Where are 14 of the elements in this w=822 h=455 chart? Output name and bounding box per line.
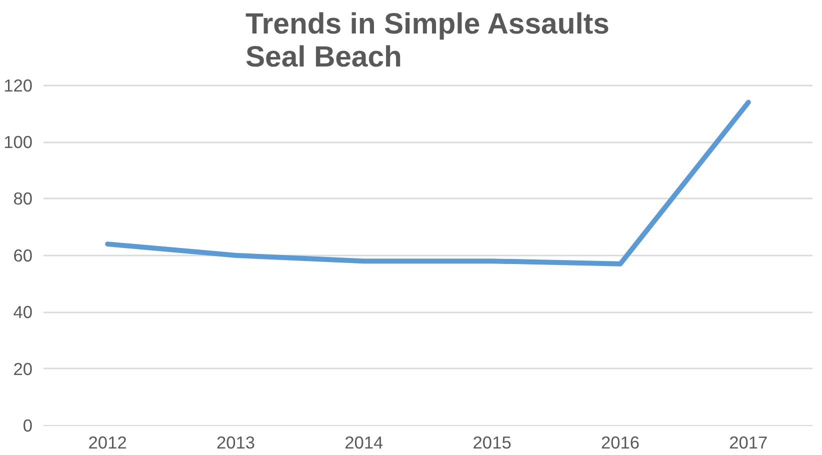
x-tick-label: 2012: [88, 432, 127, 452]
chart-title: Trends in Simple Assaults Seal Beach: [245, 8, 610, 74]
y-tick-label: 20: [13, 358, 33, 379]
y-tick-label: 80: [13, 188, 33, 209]
y-tick-label: 0: [22, 416, 33, 436]
y-tick-label: 100: [4, 132, 33, 152]
x-tick-label: 2014: [344, 432, 384, 452]
x-tick-label: 2013: [216, 432, 256, 452]
y-tick-label: 40: [13, 302, 33, 322]
y-tick-label: 120: [4, 75, 33, 96]
x-tick-label: 2015: [472, 432, 512, 452]
x-tick-label: 2016: [600, 432, 640, 452]
y-tick-label: 60: [13, 245, 33, 266]
x-tick-label: 2017: [729, 432, 768, 452]
